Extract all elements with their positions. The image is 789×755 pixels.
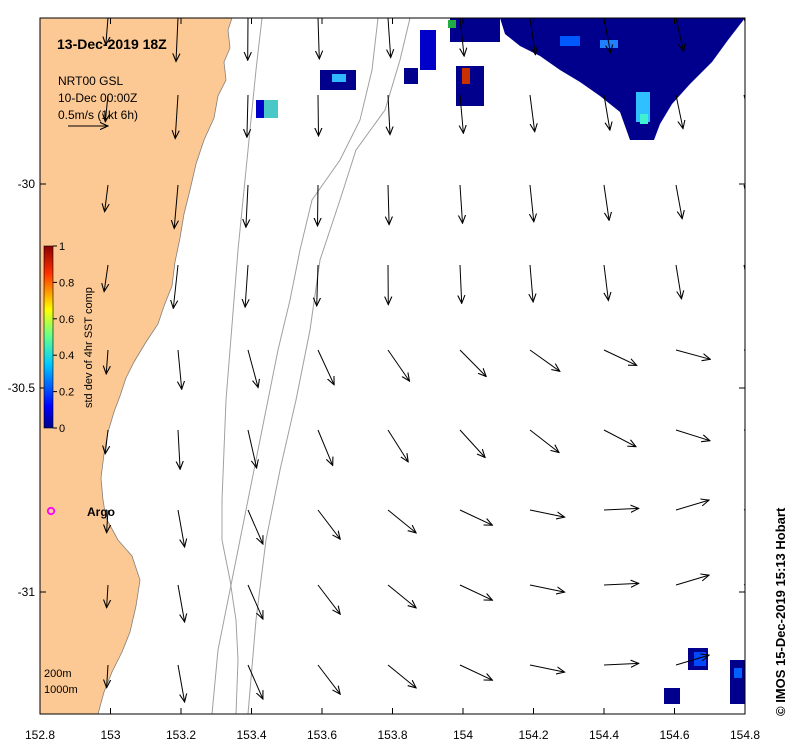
current-vector-arrow [460,510,492,525]
x-tick-label: 153.2 [166,728,196,742]
x-tick-label: 153.4 [236,728,266,742]
isobath-200m [222,18,262,714]
current-vector-arrow [530,350,560,371]
sst-variability-cells [256,18,745,704]
colorbar-tick-label: 0 [59,423,65,435]
colorbar-tick-label: 0.4 [59,350,74,362]
x-tick-label: 154 [453,728,473,742]
current-vector-arrow [388,185,389,225]
current-vector-arrow [530,265,533,302]
current-vector-arrow [676,350,710,359]
current-vector-arrow [604,508,639,510]
vector-scale-label: 0.5m/s (1kt 6h) [58,108,138,122]
map-title: 13-Dec-2019 18Z [57,36,167,52]
current-vector-arrow [388,95,390,135]
current-vector-arrow [246,185,248,227]
colorbar-tick-label: 0.8 [59,277,74,289]
x-tick-label: 153 [100,728,120,742]
current-vector-arrow [604,663,639,665]
current-vector-arrow [604,185,609,220]
current-vector-arrow [604,350,637,365]
current-vector-arrow [460,430,485,458]
current-vector-arrow [460,185,463,223]
current-vector-arrow [460,265,462,303]
current-vector-arrow [248,510,263,544]
current-vector-arrow [248,350,258,388]
current-vector-arrow [676,500,709,510]
current-vector-arrow [744,350,779,354]
y-tick-label: -31 [18,585,36,599]
colorbar-tick-label: 1 [59,241,65,253]
current-vector-arrow [530,585,565,592]
product-label: NRT00 GSL [58,74,123,88]
current-vector-arrow [247,95,248,137]
current-vector-arrow [460,585,492,600]
colorbar-tick-label: 0.2 [59,387,74,399]
current-vector-arrow [318,185,319,226]
current-vector-arrow [676,265,682,299]
current-vector-arrow [604,265,608,300]
current-vector-arrow [388,18,391,58]
current-vector-arrow [530,430,559,453]
current-vector-arrow [530,510,565,517]
current-vector-arrow [530,185,534,222]
current-vector-arrow [317,265,318,306]
current-vector-arrow [744,430,779,435]
current-vector-arrow [460,350,486,377]
current-vector-arrow [318,585,340,614]
x-tick-label: 152.8 [25,728,55,742]
current-vector-arrow [676,95,683,129]
current-vector-arrow [676,430,710,441]
x-tick-label: 154.8 [730,728,760,742]
current-vector-arrow [248,430,257,468]
current-vector-arrow [178,350,182,389]
isobath-1000m [212,18,378,714]
x-tick-label: 154.2 [518,728,548,742]
current-vector-arrow [178,585,185,622]
current-vector-arrow [178,430,180,469]
current-vector-arrow [318,510,340,539]
current-vector-arrow [388,510,416,533]
current-vector-arrow [318,430,333,465]
product-date: 10-Dec 00:00Z [58,91,137,105]
current-vector-arrow [245,265,248,307]
current-vector-arrow [178,510,185,547]
current-vector-arrow [530,665,565,672]
current-vector-arrow [178,665,185,702]
current-vector-arrow [318,18,319,59]
current-vector-arrow [460,665,492,680]
y-tick-label: -30 [18,177,36,191]
current-vector-arrow [388,350,410,381]
current-vector-arrow [318,95,319,136]
current-vector-arrow [318,665,340,694]
current-vector-arrow [248,585,263,619]
current-vector-arrow [604,430,636,447]
current-vector-arrow [744,648,774,665]
isobath-label-1000m: 1000m [44,684,78,696]
current-vector-arrow [676,575,709,585]
current-vector-arrow [388,430,408,462]
imos-credit: © IMOS 15-Dec-2019 15:13 Hobart [773,508,788,716]
isobath-label-200m: 200m [44,668,72,680]
x-tick-label: 154.6 [659,728,689,742]
colorbar-label: std dev of 4hr SST comp [83,287,95,408]
colorbar-tick-label: 0.6 [59,314,74,326]
current-vector-arrow [388,585,416,608]
current-vector-arrow [744,568,774,585]
current-vector-arrow [388,665,416,688]
current-vector-arrow [530,95,535,132]
current-vector-arrow [318,350,334,385]
current-vector-arrow [676,185,682,219]
x-tick-label: 154.4 [589,728,619,742]
land-mass [40,18,232,714]
current-vector-arrow [744,493,774,510]
y-tick-label: -30.5 [8,381,36,395]
x-tick-label: 153.6 [307,728,337,742]
colorbar [44,246,53,428]
current-vector-arrow [604,583,639,585]
x-tick-label: 153.8 [377,728,407,742]
argo-label: Argo [87,505,115,519]
